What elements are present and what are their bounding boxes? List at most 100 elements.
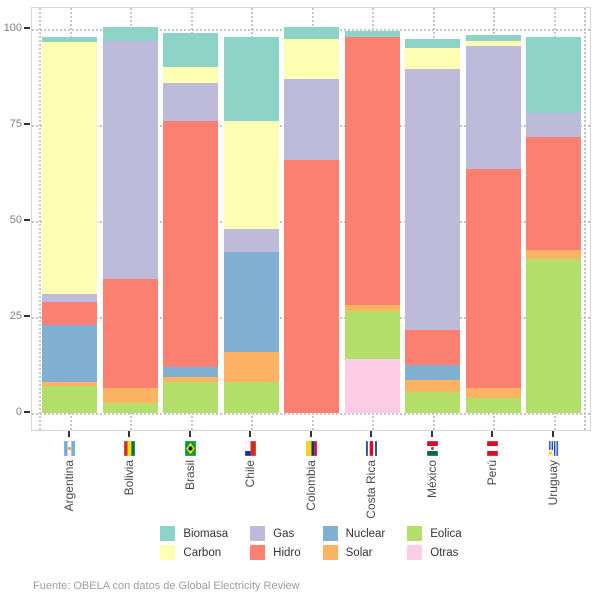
bar-segment-brasil-eolica [163, 382, 218, 413]
bar-segment-perú-eolica [465, 397, 521, 413]
bar-segment-uruguay-hidro [526, 136, 581, 250]
legend-label-otras: Otras [430, 546, 459, 559]
bar-segment-brasil-solar [163, 376, 218, 383]
x-label-méxico: México [424, 441, 440, 533]
flag-colombia-icon [305, 441, 316, 456]
bar-segment-bolivia-hidro [102, 278, 158, 389]
flag-bolivia-icon [123, 441, 135, 456]
y-tick-0 [24, 411, 30, 413]
bar-segment-bolivia-biomasa [102, 27, 158, 41]
x-tick-6 [370, 431, 372, 437]
y-tick-label-75: 75 [9, 118, 22, 130]
bar-segment-perú-gas [465, 46, 521, 170]
flag-brasil-icon [184, 441, 195, 456]
bar-segment-costa-rica-solar [344, 305, 400, 312]
legend-item-nuclear: Nuclear [322, 526, 386, 541]
bar-segment-uruguay-eolica [526, 259, 581, 413]
bar-segment-argentina-biomasa [42, 36, 97, 43]
bar-segment-brasil-biomasa [163, 32, 218, 68]
gridline-x-0 [39, 8, 42, 430]
bar-segment-perú-biomasa [465, 34, 521, 41]
legend-column-2: Gas Hidro [250, 526, 301, 560]
y-tick-label-0: 0 [15, 406, 22, 418]
legend-label-solar: Solar [345, 546, 373, 559]
legend-item-biomasa: Biomasa [160, 526, 228, 541]
x-tick-7 [430, 431, 433, 437]
x-label-colombia: Colombia [303, 441, 319, 533]
legend-item-eolica: Eolica [407, 526, 462, 541]
bar-segment-méxico-biomasa [405, 38, 460, 49]
bar-segment-méxico-solar [405, 380, 460, 392]
legend-swatch-nuclear [322, 526, 338, 541]
legend-swatch-otras [407, 545, 423, 560]
bar-segment-méxico-hidro [405, 330, 460, 365]
y-tick-label-100: 100 [3, 22, 22, 34]
flag-costarica-icon [365, 441, 377, 456]
country-name: Chile [243, 460, 257, 488]
country-name: Argentina [61, 460, 76, 512]
x-tick-8 [491, 431, 493, 437]
legend-column-4: Eolica Otras [407, 526, 462, 560]
x-label-brasil: Brasil [182, 441, 198, 533]
legend-item-gas: Gas [250, 526, 300, 541]
bar-segment-chile-eolica [223, 382, 279, 413]
bar-segment-bolivia-solar [102, 388, 158, 404]
country-name: México [424, 460, 439, 499]
bar-segment-méxico-gas [405, 69, 460, 331]
gridline-x-10 [583, 8, 586, 430]
source-caption: Fuente: OBELA con datos de Global Electr… [33, 580, 300, 592]
x-tick-3 [188, 431, 191, 437]
legend-item-solar: Solar [322, 545, 386, 560]
bar-segment-chile-carbon [223, 121, 279, 229]
bar-segment-argentina-eolica [42, 386, 97, 413]
x-tick-2 [128, 431, 130, 437]
bar-segment-colombia-biomasa [284, 27, 339, 39]
y-tick-100 [24, 27, 30, 29]
y-tick-label-25: 25 [9, 310, 22, 322]
bar-segment-argentina-solar [42, 382, 97, 387]
x-tick-1 [67, 431, 70, 437]
bar-segment-chile-gas [223, 228, 279, 252]
legend-label-hidro: Hidro [273, 546, 301, 559]
y-tick-75 [24, 123, 30, 125]
bar-segment-costa-rica-eolica [344, 311, 400, 360]
legend-item-hidro: Hidro [250, 545, 301, 560]
x-label-uruguay: Uruguay [545, 441, 561, 533]
flag-mexico-icon [426, 441, 437, 456]
flag-uruguay-icon [547, 441, 558, 456]
legend-swatch-gas [250, 526, 266, 541]
legend-swatch-eolica [407, 526, 423, 541]
x-label-argentina: Argentina [61, 441, 77, 533]
x-label-costa-rica: Costa Rica [363, 441, 379, 533]
bar-segment-colombia-gas [284, 78, 339, 160]
country-name: Uruguay [545, 460, 560, 506]
bar-segment-brasil-hidro [163, 121, 218, 367]
gridline-y-0 [32, 413, 590, 415]
plot-panel [31, 7, 591, 431]
country-name: Brasil [182, 460, 197, 491]
legend-label-carbon: Carbon [183, 546, 222, 559]
bar-segment-méxico-eolica [405, 391, 460, 413]
country-name: Costa Rica [364, 460, 378, 519]
flag-argentina-icon [63, 441, 74, 456]
y-tick-50 [24, 219, 30, 221]
bar-segment-costa-rica-otras [344, 359, 400, 413]
legend-item-otras: Otras [407, 545, 461, 560]
x-tick-5 [309, 431, 312, 437]
bar-segment-brasil-nuclear [163, 366, 218, 377]
bar-segment-chile-nuclear [223, 251, 279, 352]
bar-segment-argentina-nuclear [42, 324, 97, 383]
legend-label-biomasa: Biomasa [183, 527, 229, 540]
x-tick-4 [249, 431, 251, 437]
x-label-chile: Chile [242, 441, 258, 533]
bar-segment-costa-rica-biomasa [344, 30, 400, 37]
legend-column-3: Nuclear Solar [322, 526, 386, 560]
bar-segment-perú-solar [465, 388, 521, 398]
bar-segment-chile-biomasa [223, 36, 279, 122]
bar-segment-perú-carbon [465, 40, 521, 47]
legend-column-1: Biomasa Carbon [160, 526, 228, 560]
bar-segment-méxico-carbon [405, 48, 460, 70]
legend-label-nuclear: Nuclear [345, 527, 386, 540]
x-label-perú: Perú [484, 441, 500, 533]
